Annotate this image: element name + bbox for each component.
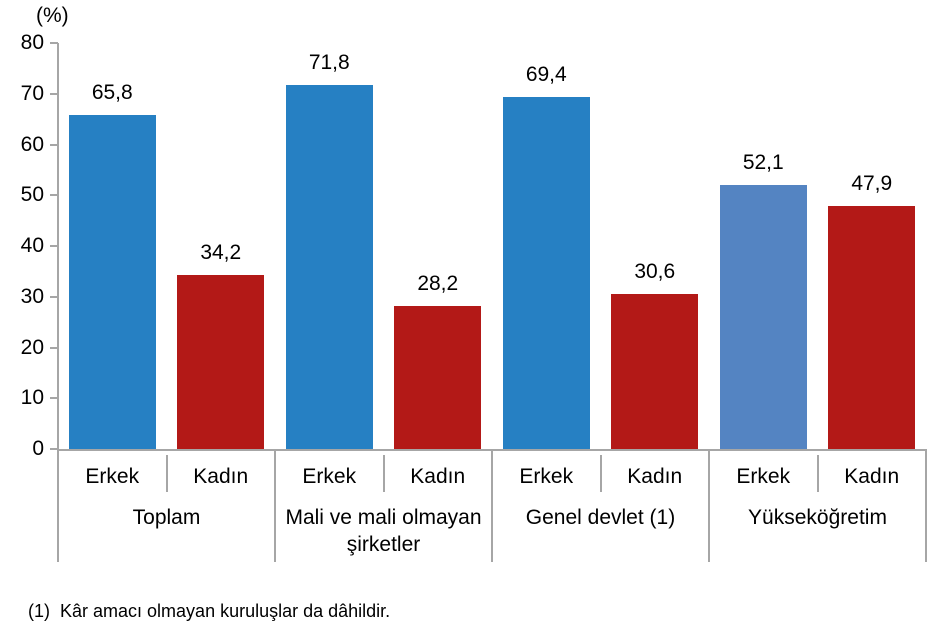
y-tickmark-0 xyxy=(50,448,58,450)
series-label-kadn-0: Kadın xyxy=(193,465,249,488)
y-tickmark-10 xyxy=(50,397,58,400)
y-axis-unit-label: (%) xyxy=(36,4,69,27)
group-separator-2 xyxy=(708,449,710,562)
bar-erkek-3 xyxy=(719,184,807,449)
bar-kadn-0 xyxy=(177,275,265,449)
y-tick-label-70: 70 xyxy=(20,81,44,105)
value-label-erkek-3: 52,1 xyxy=(742,150,784,174)
bar-kadn-3 xyxy=(828,205,916,449)
value-label-kadn-0: 34,2 xyxy=(200,241,242,265)
value-label-kadn-1: 28,2 xyxy=(417,271,459,295)
series-label-kadn-1: Kadın xyxy=(410,465,466,488)
y-tick-label-20: 20 xyxy=(20,335,44,359)
series-label-kadn-2: Kadın xyxy=(627,465,683,488)
y-tickmark-60 xyxy=(50,143,58,146)
value-label-kadn-3: 47,9 xyxy=(851,171,893,195)
group-separator-1 xyxy=(491,449,493,562)
y-tick-label-40: 40 xyxy=(20,234,44,257)
group-label-2: Genel devlet (1) xyxy=(492,504,709,531)
bar-erkek-2 xyxy=(502,96,590,449)
series-label-erkek-2: Erkek xyxy=(519,465,574,488)
value-label-kadn-2: 30,6 xyxy=(634,259,676,283)
value-label-erkek-2: 69,4 xyxy=(525,62,567,86)
y-tickmark-50 xyxy=(50,194,58,197)
group-label-3: Yükseköğretim xyxy=(709,504,926,531)
y-tickmark-30 xyxy=(50,295,58,298)
value-label-erkek-0: 65,8 xyxy=(91,81,133,105)
y-tick-label-80: 80 xyxy=(20,31,44,54)
footnote-text: Kâr amacı olmayan kuruluşlar da dâhildir… xyxy=(60,601,391,621)
series-label-erkek-1: Erkek xyxy=(302,465,357,488)
y-tick-label-30: 30 xyxy=(20,284,44,308)
series-label-kadn-3: Kadın xyxy=(844,465,900,488)
bar-erkek-0 xyxy=(68,115,156,449)
y-tick-label-60: 60 xyxy=(20,132,44,156)
group-label-text-3: Yükseköğretim xyxy=(748,506,887,529)
x-axis-line xyxy=(57,449,927,451)
y-tick-label-0: 0 xyxy=(32,437,44,460)
y-tick-label-10: 10 xyxy=(20,386,44,410)
bar-erkek-1 xyxy=(285,84,373,449)
y-tickmark-70 xyxy=(50,92,58,95)
series-separator-2 xyxy=(599,455,602,492)
group-label-text-1: Mali ve mali olmayan şirketler xyxy=(285,506,482,556)
group-label-0: Toplam xyxy=(58,504,275,531)
series-separator-1 xyxy=(382,455,385,492)
series-label-erkek-0: Erkek xyxy=(85,465,140,488)
y-tickmark-80 xyxy=(50,42,58,44)
series-separator-0 xyxy=(165,455,168,492)
group-separator-3 xyxy=(925,449,927,562)
group-label-text-0: Toplam xyxy=(132,506,201,529)
group-label-1: Mali ve mali olmayan şirketler xyxy=(275,504,492,558)
y-tickmark-40 xyxy=(50,245,58,247)
bar-kadn-1 xyxy=(394,305,482,449)
footnote-spacer xyxy=(50,601,60,621)
group-label-text-2: Genel devlet (1) xyxy=(525,506,676,529)
value-label-erkek-1: 71,8 xyxy=(308,50,350,74)
footnote: (1) Kâr amacı olmayan kuruluşlar da dâhi… xyxy=(28,600,390,622)
series-separator-3 xyxy=(816,455,819,492)
footnote-marker: (1) xyxy=(28,601,50,621)
series-label-erkek-3: Erkek xyxy=(736,465,791,488)
y-tickmark-20 xyxy=(50,346,58,349)
y-axis-line xyxy=(57,43,59,562)
bar-kadn-2 xyxy=(611,293,699,449)
group-separator-0 xyxy=(274,449,276,562)
y-tick-label-50: 50 xyxy=(20,183,44,207)
